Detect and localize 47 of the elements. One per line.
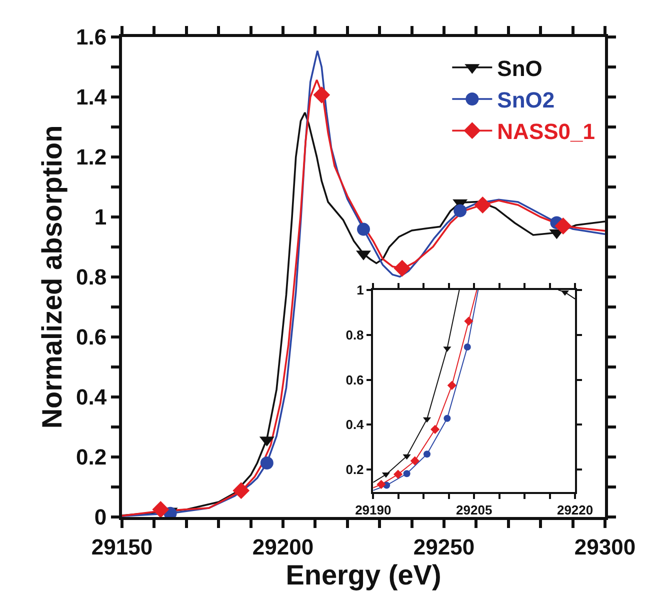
x-tick-label: 29190 <box>355 502 392 518</box>
legend-label: SnO2 <box>497 88 555 113</box>
point <box>402 454 411 460</box>
point <box>554 218 572 234</box>
point <box>313 86 330 104</box>
y-tick-label: 0.2 <box>76 444 107 470</box>
point <box>424 450 430 458</box>
y-tick-label: 0.4 <box>76 384 108 410</box>
point <box>444 414 451 422</box>
x-tick-label: 29205 <box>456 502 492 518</box>
x-tick-label: 29250 <box>413 534 475 560</box>
y-tick-label: 0.6 <box>346 372 364 388</box>
y-tick-label: 0.8 <box>346 327 364 342</box>
legend-label: SnO <box>497 56 542 81</box>
point <box>430 424 440 434</box>
y-tick-label: 0 <box>94 504 107 530</box>
y-tick-label: 1.6 <box>76 24 107 50</box>
x-tick-label: 29220 <box>556 502 594 518</box>
y-tick-label: 0.8 <box>76 264 107 290</box>
y-tick-label: 1.4 <box>76 84 108 110</box>
point <box>403 470 410 478</box>
point <box>260 456 274 470</box>
point <box>464 343 471 350</box>
x-tick-label: 29300 <box>574 534 636 560</box>
legend-label: NASS0_1 <box>497 119 596 144</box>
y-tick-label: 1.2 <box>76 144 107 170</box>
point <box>410 456 420 466</box>
y-tick-label: 0.6 <box>76 324 107 350</box>
y-tick-label: 0.4 <box>346 417 365 432</box>
point <box>454 204 467 218</box>
point <box>394 260 411 277</box>
point <box>560 290 569 296</box>
x-tick-label: 29200 <box>252 534 314 560</box>
point <box>357 222 370 236</box>
x-tick-label: 29150 <box>91 534 153 560</box>
point <box>152 501 170 518</box>
y-tick-label: 0.2 <box>346 462 364 478</box>
point <box>447 380 456 390</box>
y-axis-title: Normalized absorption <box>36 125 68 429</box>
y-tick-label: 1 <box>356 282 364 298</box>
x-axis-title: Energy (eV) <box>286 559 442 590</box>
point <box>474 196 492 214</box>
point <box>394 470 403 479</box>
point <box>464 316 474 326</box>
point <box>232 482 250 500</box>
point <box>376 480 386 489</box>
y-tick-label: 1 <box>94 204 107 230</box>
